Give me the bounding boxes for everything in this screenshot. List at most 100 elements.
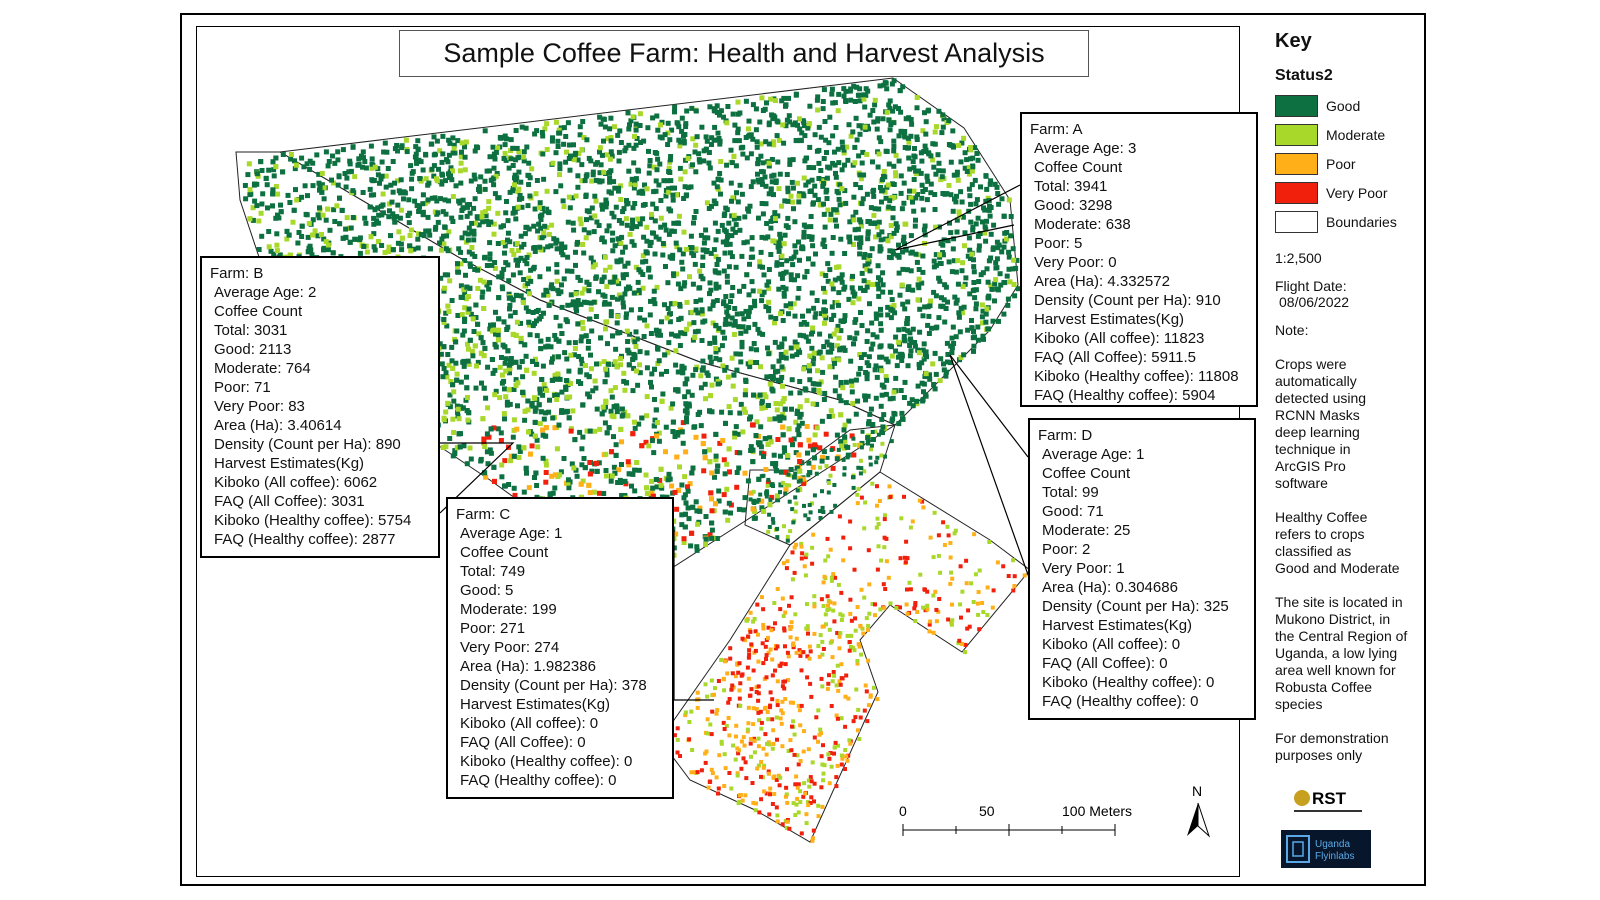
coffee-plant-point [876,232,882,238]
coffee-plant-point [484,431,490,437]
coffee-plant-point [536,316,542,322]
coffee-plant-point [579,446,585,452]
coffee-plant-point [917,329,923,335]
coffee-plant-point [470,316,476,322]
coffee-plant-point [555,144,561,149]
coffee-plant-point [724,273,730,279]
coffee-plant-point [741,316,747,322]
coffee-plant-point [661,178,667,184]
coffee-plant-point [692,329,698,335]
coffee-plant-point [540,133,546,139]
coffee-plant-point [893,152,899,158]
coffee-plant-point [578,481,584,487]
coffee-plant-point [610,237,615,243]
coffee-plant-point [832,217,838,223]
coffee-plant-point [946,118,952,123]
coffee-plant-point [849,633,854,638]
coffee-plant-point [707,104,713,110]
coffee-plant-point [818,465,823,470]
coffee-plant-point [873,363,879,369]
coffee-plant-point [870,443,874,448]
coffee-plant-point [783,469,789,475]
coffee-plant-point [431,152,437,158]
coffee-plant-point [790,442,795,448]
coffee-plant-point [447,436,453,441]
coffee-plant-point [758,424,764,430]
coffee-plant-point [956,314,962,320]
coffee-plant-point [759,201,765,206]
coffee-plant-point [746,705,751,710]
coffee-plant-point [678,139,684,145]
coffee-plant-point [781,396,787,402]
coffee-plant-point [950,143,956,149]
coffee-plant-point [667,170,673,175]
coffee-plant-point [468,178,474,184]
coffee-plant-point [454,371,460,377]
coffee-plant-point [878,365,884,371]
coffee-plant-point [946,182,952,188]
coffee-plant-point [651,164,657,170]
coffee-plant-point [824,339,830,345]
coffee-plant-point [576,150,582,156]
coffee-plant-point [607,175,613,181]
coffee-plant-point [693,142,699,148]
coffee-plant-point [806,121,812,127]
coffee-plant-point [679,115,685,121]
coffee-plant-point [487,240,493,246]
coffee-plant-point [481,436,487,442]
coffee-plant-point [760,181,765,187]
coffee-plant-point [907,166,913,172]
coffee-plant-point [578,301,584,307]
coffee-plant-point [723,229,729,235]
coffee-plant-point [593,274,599,280]
coffee-plant-point [270,203,275,209]
coffee-plant-point [605,361,611,367]
coffee-plant-point [513,216,519,222]
coffee-plant-point [858,443,863,448]
coffee-plant-point [407,243,413,249]
coffee-plant-point [609,153,615,159]
coffee-plant-point [874,374,880,380]
coffee-plant-point [751,341,757,346]
coffee-plant-point [427,232,433,238]
coffee-plant-point [683,193,689,199]
coffee-plant-point [716,325,722,331]
coffee-plant-point [513,292,519,298]
coffee-plant-point [386,214,392,220]
coffee-plant-point [768,252,774,257]
coffee-plant-point [749,279,755,285]
coffee-plant-point [741,240,747,246]
coffee-plant-point [637,349,643,355]
coffee-plant-point [1005,302,1011,308]
coffee-plant-point [544,206,550,212]
coffee-plant-point [839,716,844,721]
coffee-plant-point [543,479,549,485]
coffee-plant-point [670,192,676,198]
coffee-plant-point [707,354,713,360]
coffee-plant-point [501,266,507,272]
coffee-plant-point [713,285,719,291]
coffee-plant-point [956,310,962,316]
coffee-plant-point [495,332,501,338]
coffee-plant-point [511,417,517,423]
coffee-plant-point [797,414,803,420]
coffee-plant-point [748,151,754,157]
coffee-plant-point [665,477,671,483]
coffee-plant-point [677,343,683,348]
coffee-plant-point [538,217,544,222]
coffee-plant-point [779,341,785,347]
coffee-plant-point [746,634,751,639]
coffee-plant-point [835,323,841,329]
coffee-plant-point [841,93,847,99]
coffee-plant-point [977,231,983,236]
coffee-plant-point [646,170,652,176]
coffee-plant-point [726,716,731,720]
coffee-plant-point [520,374,526,380]
coffee-plant-point [622,244,628,250]
coffee-plant-point [722,752,727,757]
coffee-plant-point [812,781,817,786]
coffee-plant-point [726,220,732,226]
coffee-plant-point [601,116,607,122]
coffee-plant-point [723,294,729,299]
coffee-plant-point [765,483,770,488]
